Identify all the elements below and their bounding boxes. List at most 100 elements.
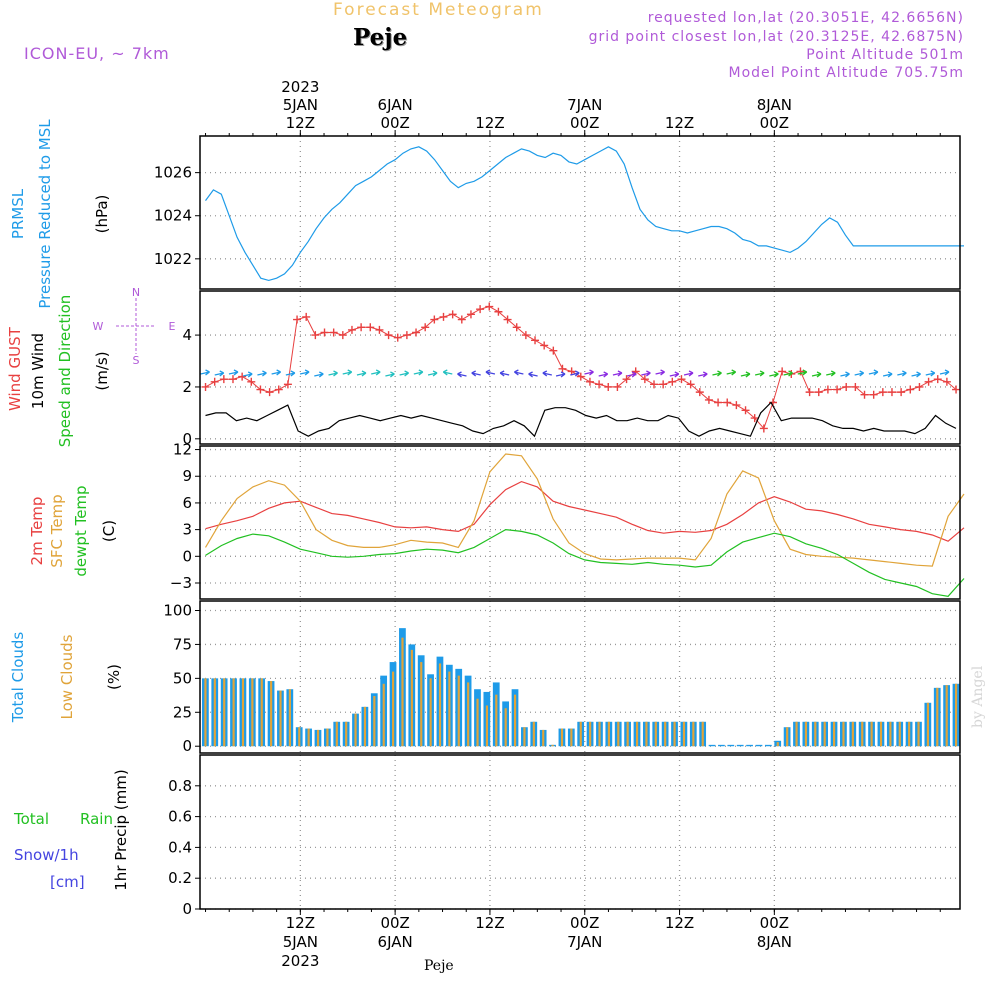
gust-marker <box>384 331 393 340</box>
year-label-bottom: 2023 <box>281 952 319 970</box>
total-cloud-bar <box>727 744 735 747</box>
y-tick-label: 6 <box>182 494 192 512</box>
gust-marker <box>686 380 695 389</box>
low-cloud-bar <box>542 729 545 747</box>
low-cloud-bar <box>617 721 620 747</box>
low-cloud-bar <box>842 721 845 747</box>
wind-direction-arrow <box>555 371 566 378</box>
low-cloud-bar <box>448 671 451 747</box>
gust-marker <box>750 414 759 423</box>
y-tick-label: 9 <box>182 467 192 485</box>
pressure-unit: (hPa) <box>93 194 111 234</box>
gust-marker <box>860 390 869 399</box>
low-cloud-bar <box>945 685 948 747</box>
low-cloud-bar <box>898 721 901 747</box>
gust-marker <box>476 305 485 314</box>
wind-direction-arrow <box>228 369 239 376</box>
low-cloud-bar <box>232 678 235 747</box>
gust-marker <box>677 375 686 384</box>
low-cloud-bar <box>926 702 929 747</box>
y-tick-label: 0 <box>182 547 192 565</box>
requested-coords: requested lon,lat (20.3051E, 42.6656N) <box>647 10 964 26</box>
point-altitude: Point Altitude 501m <box>806 47 964 63</box>
panel-frame <box>199 754 961 910</box>
low-cloud-bar <box>786 727 789 747</box>
low-cloud-bar <box>776 742 779 747</box>
wind-direction-arrow <box>598 371 609 378</box>
gust-marker <box>704 395 713 404</box>
wind-direction-arrow <box>811 371 822 378</box>
low-cloud-bar <box>654 721 657 747</box>
gust-marker <box>823 385 832 394</box>
wind-direction-arrow <box>897 370 907 377</box>
wind-direction-arrow <box>528 371 538 378</box>
gust-line <box>205 306 957 430</box>
total-cloud-bar <box>746 744 753 747</box>
low-cloud-bar <box>363 706 367 747</box>
gust-marker <box>375 325 384 334</box>
panel-frame <box>199 445 961 600</box>
gust-marker <box>357 323 366 332</box>
wind-direction-arrow <box>882 371 893 378</box>
gust-marker <box>366 323 375 332</box>
wind-direction-arrow <box>457 371 467 378</box>
y-tick-label: 0.2 <box>168 869 192 887</box>
wind-direction-arrow <box>868 369 879 376</box>
low-cloud-bar <box>485 705 489 747</box>
low-cloud-bar <box>223 678 226 747</box>
low-cloud-bar <box>354 713 357 747</box>
gust-marker <box>842 382 851 391</box>
gust-marker <box>915 382 924 391</box>
low-cloud-bar <box>645 721 648 747</box>
wind-direction-arrow <box>840 371 850 378</box>
low-cloud-bar <box>607 721 610 747</box>
wind-direction-arrow <box>911 371 921 378</box>
clouds-label-low: Low Clouds <box>58 634 76 720</box>
low-cloud-bar <box>476 698 479 747</box>
low-cloud-bar <box>241 678 245 747</box>
y-tick-label: 0 <box>182 737 192 755</box>
gust-marker <box>329 328 338 337</box>
wind-direction-arrow <box>285 370 296 377</box>
gust-marker <box>302 312 311 321</box>
low-cloud-bar <box>551 744 554 747</box>
low-cloud-bar <box>889 721 892 747</box>
y-tick-label: 1024 <box>154 207 192 225</box>
wind-direction-arrow <box>243 371 253 378</box>
gust-marker <box>338 331 347 340</box>
low-cloud-bar <box>260 678 263 747</box>
low-cloud-bar <box>467 682 470 747</box>
gust-marker <box>494 307 503 316</box>
footer-location: Peje <box>424 958 454 974</box>
low-cloud-bar <box>410 649 413 747</box>
temp-unit: (C) <box>100 519 118 543</box>
wind-direction-arrow <box>200 369 210 376</box>
time-label-bottom: 00Z <box>760 914 789 932</box>
gust-marker <box>512 323 521 332</box>
time-label-top: 00Z <box>570 114 599 132</box>
wind-direction-arrow <box>271 369 282 376</box>
wind-direction-arrow <box>413 369 424 376</box>
y-tick-label: 75 <box>173 635 192 653</box>
low-cloud-bar <box>204 678 207 747</box>
low-cloud-bar <box>298 727 301 747</box>
precip-label-total: Total <box>14 810 50 828</box>
gust-marker <box>466 310 475 319</box>
gust-marker <box>439 312 448 321</box>
wind-direction-arrow <box>740 371 751 378</box>
gust-marker <box>778 367 787 376</box>
low-cloud-bar <box>823 721 826 747</box>
wind-direction-arrow <box>257 370 267 377</box>
gust-marker <box>238 372 247 381</box>
compass-s: S <box>133 354 140 367</box>
model-altitude: Model Point Altitude 705.75m <box>728 65 964 81</box>
low-cloud-bar <box>251 678 254 747</box>
low-cloud-bar <box>373 696 376 747</box>
gust-marker <box>741 406 750 415</box>
panel-frame <box>199 135 961 290</box>
gust-marker <box>421 323 430 332</box>
y-tick-label: 25 <box>173 703 192 721</box>
low-cloud-bar <box>870 721 873 747</box>
wind-direction-arrow <box>499 370 510 377</box>
precip-label-cm: [cm] <box>50 873 85 891</box>
